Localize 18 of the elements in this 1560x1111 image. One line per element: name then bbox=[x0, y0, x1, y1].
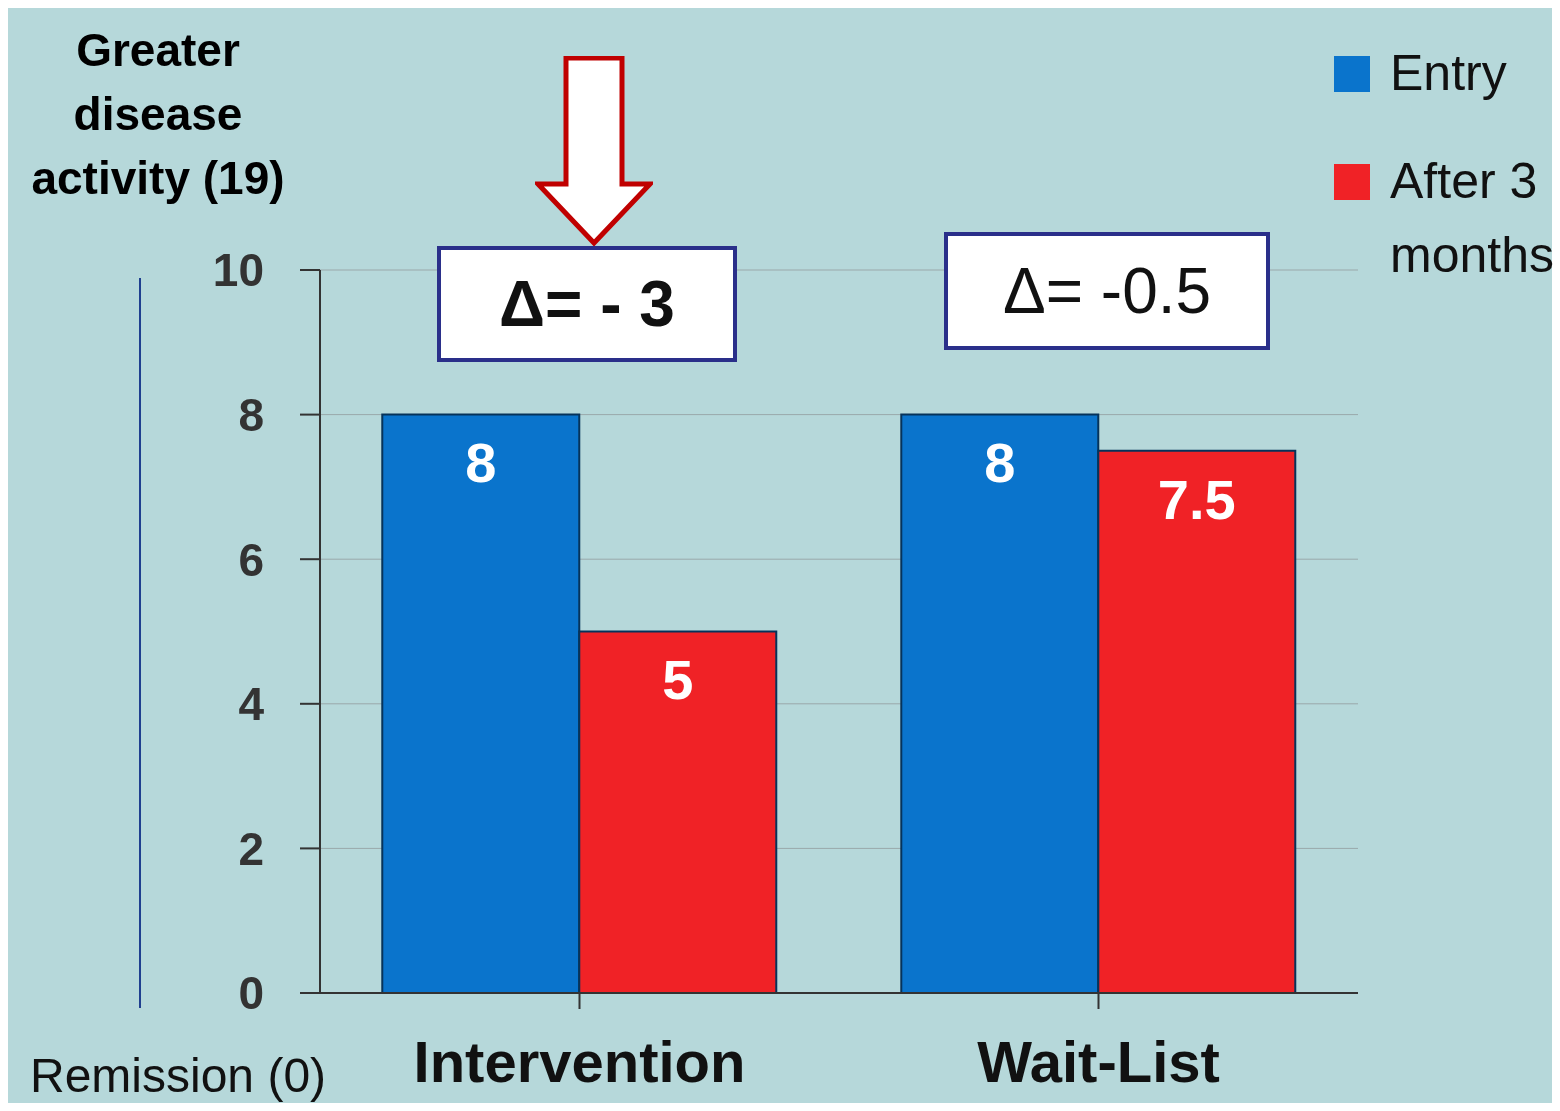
data-label: 8 bbox=[465, 431, 497, 495]
data-label: 8 bbox=[984, 431, 1016, 495]
x-tick-label: Intervention bbox=[413, 1029, 746, 1095]
data-label: 5 bbox=[662, 648, 694, 712]
annotation: Δ= -0.5 bbox=[944, 232, 1270, 350]
y-axis-title: Greater disease activity (19) bbox=[30, 23, 286, 206]
x-tick-label: Wait-List bbox=[977, 1029, 1220, 1095]
data-label: 7.5 bbox=[1157, 467, 1236, 531]
legend-label: After 3 months bbox=[1390, 152, 1554, 285]
legend-label: Entry bbox=[1390, 44, 1508, 103]
text: Remission (0) bbox=[30, 1048, 327, 1103]
y-tick-label: 0 bbox=[238, 967, 264, 1020]
y-tick-label: 8 bbox=[238, 388, 264, 441]
y-tick-label: 4 bbox=[238, 678, 265, 731]
y-tick-label: 2 bbox=[238, 822, 264, 875]
y-tick-label: 6 bbox=[238, 533, 264, 586]
annotation: Δ= - 3 bbox=[437, 246, 737, 362]
y-tick-label: 10 bbox=[212, 244, 264, 297]
